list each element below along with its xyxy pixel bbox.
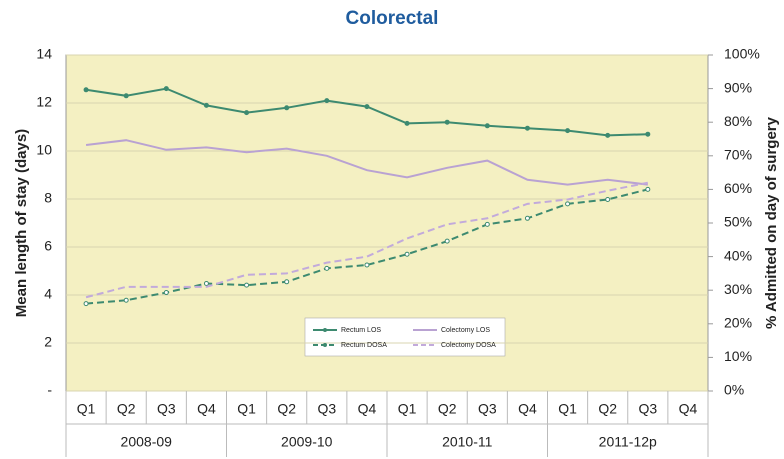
x-tick-label: Q1 xyxy=(558,401,577,417)
y2-tick-label: 0% xyxy=(724,382,744,398)
y2-tick-label: 20% xyxy=(724,315,752,331)
point xyxy=(284,105,290,111)
point xyxy=(123,297,129,303)
point xyxy=(364,262,370,268)
y-tick-label: 2 xyxy=(44,334,52,350)
y-tick-label: 10 xyxy=(36,142,52,158)
point xyxy=(324,98,330,104)
series-line xyxy=(85,188,649,305)
y2-tick-label: 40% xyxy=(724,247,752,263)
point xyxy=(364,104,370,110)
legend-label: Rectum LOS xyxy=(341,327,381,334)
year-label: 2010-11 xyxy=(442,434,493,450)
legend-label: Colectomy LOS xyxy=(441,327,490,334)
legend-marker xyxy=(323,343,327,347)
x-tick-label: Q3 xyxy=(478,401,497,417)
y-tick-label: 6 xyxy=(44,238,52,254)
x-tick-label: Q2 xyxy=(438,401,457,417)
point xyxy=(123,93,129,99)
y2-tick-label: 100% xyxy=(724,46,760,62)
y2-tick-label: 80% xyxy=(724,113,752,129)
year-label: 2008-09 xyxy=(121,434,173,450)
legend-marker xyxy=(323,328,327,332)
point xyxy=(83,301,89,307)
point xyxy=(203,280,209,286)
point xyxy=(484,123,490,129)
point xyxy=(284,279,290,285)
y-tick-label: 12 xyxy=(36,94,52,110)
x-tick-label: Q3 xyxy=(638,401,657,417)
y2-tick-label: 90% xyxy=(724,79,752,95)
x-tick-label: Q1 xyxy=(398,401,417,417)
point xyxy=(324,265,330,271)
legend xyxy=(304,317,506,357)
series-line xyxy=(85,181,649,299)
x-tick-label: Q1 xyxy=(237,401,256,417)
y-tick-label: 8 xyxy=(44,190,52,206)
point xyxy=(484,221,490,227)
x-tick-label: Q4 xyxy=(358,401,377,417)
series-line xyxy=(85,139,648,186)
x-tick-label: Q1 xyxy=(77,401,96,417)
point xyxy=(244,110,250,116)
point xyxy=(565,201,571,207)
point xyxy=(163,86,169,92)
point xyxy=(244,282,250,288)
year-label: 2009-10 xyxy=(281,434,333,450)
y2-tick-label: 70% xyxy=(724,147,752,163)
legend-label: Rectum DOSA xyxy=(341,342,387,349)
point xyxy=(645,131,651,137)
year-label: 2011-12p xyxy=(599,434,657,450)
y-axis-title: Mean length of stay (days) xyxy=(13,129,30,317)
point xyxy=(645,186,651,192)
point xyxy=(404,251,410,257)
x-tick-label: Q4 xyxy=(518,401,537,417)
x-tick-label: Q2 xyxy=(598,401,617,417)
chart-title: Colorectal xyxy=(346,8,439,29)
point xyxy=(605,132,611,138)
x-tick-label: Q2 xyxy=(117,401,136,417)
x-tick-label: Q2 xyxy=(277,401,296,417)
x-tick-label: Q3 xyxy=(157,401,176,417)
y2-tick-label: 10% xyxy=(724,348,752,364)
point xyxy=(404,120,410,126)
x-tick-label: Q4 xyxy=(679,401,698,417)
x-tick-label: Q4 xyxy=(197,401,216,417)
y-tick-label: 14 xyxy=(36,46,52,62)
point xyxy=(444,238,450,244)
y2-tick-label: 60% xyxy=(724,180,752,196)
y2-axis-title: % Admitted on day of surgery xyxy=(763,116,780,329)
point xyxy=(605,196,611,202)
point xyxy=(524,125,530,131)
point xyxy=(163,290,169,296)
point xyxy=(83,87,89,93)
y-tick-label: - xyxy=(47,382,52,398)
point xyxy=(524,215,530,221)
point xyxy=(565,128,571,134)
x-tick-label: Q3 xyxy=(317,401,336,417)
y2-tick-label: 30% xyxy=(724,281,752,297)
y-tick-label: 4 xyxy=(44,286,52,302)
point xyxy=(444,119,450,125)
legend-label: Colectomy DOSA xyxy=(441,342,496,349)
point xyxy=(203,102,209,108)
y2-tick-label: 50% xyxy=(724,214,752,230)
